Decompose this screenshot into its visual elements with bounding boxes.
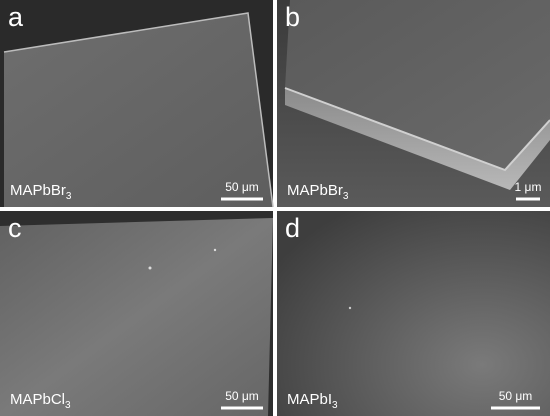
sample-subscript: 3 bbox=[332, 400, 338, 411]
sample-subscript: 3 bbox=[66, 191, 72, 202]
scale-bar-label: 50 μm bbox=[225, 389, 259, 403]
sample-name: MAPbBr bbox=[287, 182, 343, 199]
panel-letter: b bbox=[285, 2, 300, 32]
panel-letter: d bbox=[285, 213, 300, 243]
panel-d-image bbox=[277, 211, 550, 416]
sample-subscript: 3 bbox=[343, 191, 349, 202]
panel-b-image bbox=[277, 0, 550, 207]
scale-bar-label: 50 μm bbox=[225, 180, 259, 194]
figure: aMAPbBr350 μmbMAPbBr31 μmcMAPbCl350 μmdM… bbox=[0, 0, 550, 416]
panel-letter: c bbox=[8, 213, 22, 243]
scale-bar-label: 50 μm bbox=[499, 389, 533, 403]
sample-name: MAPbI bbox=[287, 391, 332, 408]
sample-name: MAPbCl bbox=[10, 391, 65, 408]
panel-letter: a bbox=[8, 2, 24, 32]
panel-a-image bbox=[0, 0, 273, 207]
scale-bar-label: 1 μm bbox=[515, 180, 542, 194]
sample-name: MAPbBr bbox=[10, 182, 66, 199]
panel-c-image bbox=[0, 211, 273, 416]
sample-subscript: 3 bbox=[65, 400, 71, 411]
